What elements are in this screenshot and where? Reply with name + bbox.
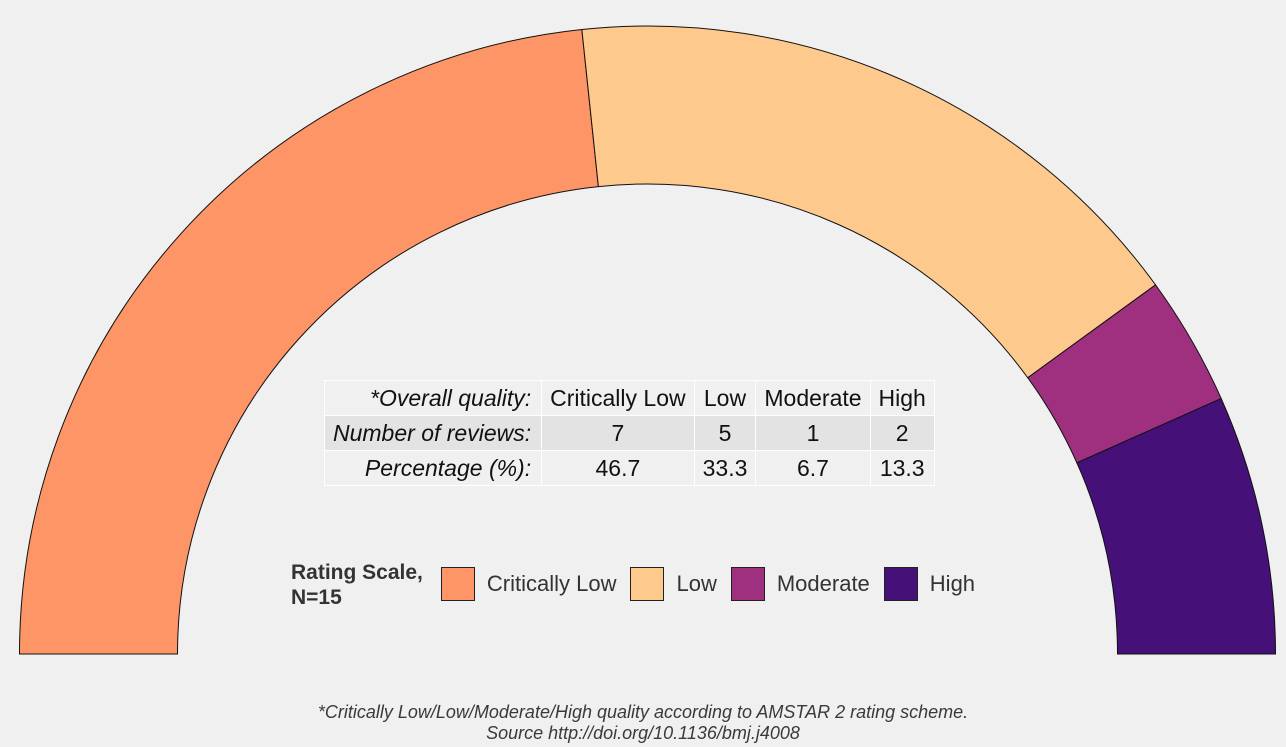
table-cell: 2: [869, 415, 935, 451]
table-row-counts: Number of reviews: 7 5 1 2: [323, 415, 935, 451]
legend-swatch: [883, 567, 918, 601]
legend-label: Critically Low: [486, 571, 617, 596]
legend-label: High: [929, 571, 976, 596]
donut-slice-high: [1076, 397, 1277, 655]
legend-item-low: Low: [630, 567, 717, 601]
footnote: *Critically Low/Low/Moderate/High qualit…: [0, 702, 1286, 744]
donut-slice-critically-low: [18, 28, 599, 655]
legend-item-high: High: [883, 567, 976, 601]
footnote-line2: Source http://doi.org/10.1136/bmj.j4008: [486, 723, 800, 743]
table-col-high: High: [869, 380, 935, 416]
legend-item-moderate: Moderate: [730, 567, 870, 601]
table-col-moderate: Moderate: [755, 380, 871, 416]
table-col-critically-low: Critically Low: [541, 380, 695, 416]
table-col-low: Low: [693, 380, 757, 416]
table-row-label: Percentage (%):: [323, 450, 543, 486]
table-cell: 46.7: [541, 450, 695, 486]
table-cell: 33.3: [693, 450, 757, 486]
table-cell: 7: [541, 415, 695, 451]
legend-swatch: [440, 567, 475, 601]
legend-title-line1: Rating Scale,: [291, 561, 423, 584]
legend-title: Rating Scale, N=15: [291, 560, 423, 610]
table-cell: 5: [693, 415, 757, 451]
table-row-label: Number of reviews:: [323, 415, 543, 451]
table-row-percentages: Percentage (%): 46.7 33.3 6.7 13.3: [323, 450, 935, 486]
legend: Rating Scale, N=15 Critically Low Low Mo…: [291, 558, 989, 610]
legend-title-line2: N=15: [291, 586, 342, 609]
legend-label: Low: [676, 571, 717, 596]
table-header-row: *Overall quality: Critically Low Low Mod…: [323, 380, 935, 416]
legend-swatch: [730, 567, 765, 601]
table-cell: 1: [755, 415, 871, 451]
legend-swatch: [630, 567, 665, 601]
table-cell: 6.7: [755, 450, 871, 486]
footnote-line1: *Critically Low/Low/Moderate/High qualit…: [317, 702, 969, 722]
donut-slice-low: [581, 25, 1157, 379]
legend-item-critically-low: Critically Low: [440, 567, 617, 601]
quality-summary-table: *Overall quality: Critically Low Low Mod…: [323, 380, 935, 486]
table-cell: 13.3: [869, 450, 935, 486]
legend-label: Moderate: [776, 571, 870, 596]
table-header-label: *Overall quality:: [323, 380, 543, 416]
